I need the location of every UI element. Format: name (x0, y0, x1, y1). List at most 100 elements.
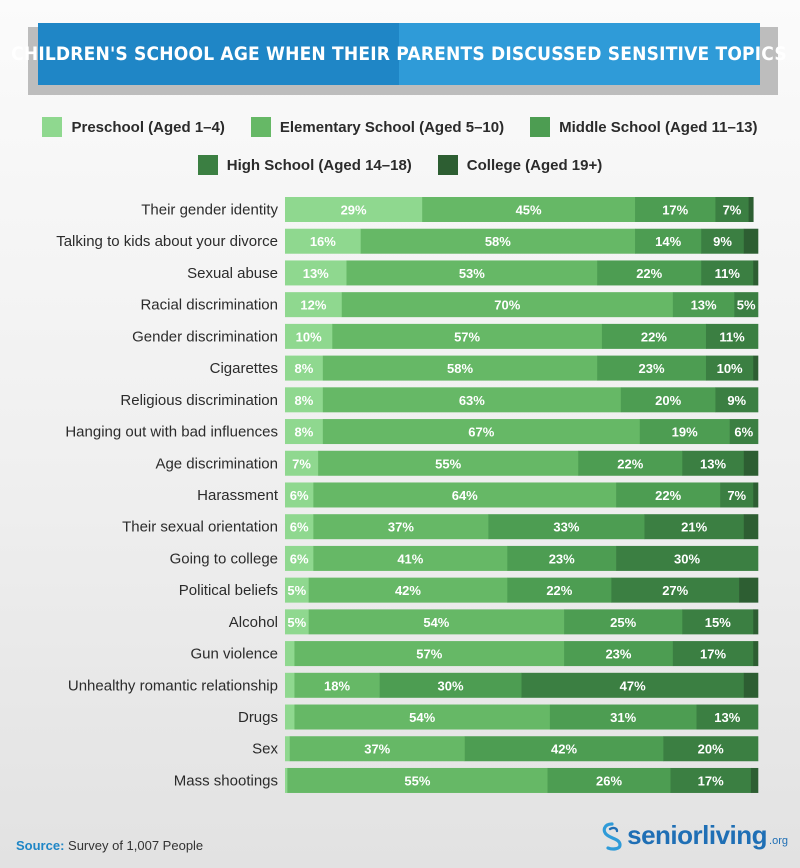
chart-title: CHILDREN'S SCHOOL AGE WHEN THEIR PARENTS… (11, 43, 787, 65)
data-label: 42% (395, 583, 421, 598)
bar-segment (294, 672, 380, 698)
bar-segment (285, 323, 333, 349)
bar-segment (308, 609, 565, 635)
data-label: 6% (734, 425, 753, 440)
bar-segment (285, 419, 324, 445)
category-label: Sexual abuse (187, 265, 278, 282)
bar-segment (285, 704, 295, 730)
bar-segment (313, 482, 617, 508)
legend-swatch (197, 155, 218, 175)
source-label: Source: (16, 838, 65, 853)
bar-segment (313, 545, 508, 571)
bar-segment (734, 292, 759, 318)
bar-segment (601, 323, 707, 349)
source-text: Survey of 1,007 People (64, 838, 204, 853)
data-label: 63% (459, 393, 485, 408)
bar-segment (743, 514, 759, 540)
category-label: Talking to kids about your divorce (56, 233, 278, 250)
bar-segment (682, 609, 754, 635)
bar-segment (294, 641, 565, 667)
bar-segment (597, 355, 707, 381)
bar-segment (379, 672, 522, 698)
legend-label: Preschool (Aged 1–4) (71, 118, 225, 136)
data-label: 64% (452, 488, 478, 503)
bar-segment (753, 641, 759, 667)
category-label: Drugs (238, 709, 278, 726)
bar-segment (578, 450, 683, 476)
data-label: 20% (655, 393, 681, 408)
bar-segment (285, 450, 319, 476)
data-label: 13% (714, 710, 740, 725)
bar-segment (701, 260, 754, 286)
bar-segment (285, 641, 295, 667)
bar-segment (639, 419, 730, 445)
bar-segment (753, 609, 759, 635)
legend-item: Middle School (Aged 11–13) (530, 117, 758, 137)
category-label: Political beliefs (179, 582, 278, 599)
bar-segment (313, 514, 489, 540)
bar-segment (715, 387, 759, 413)
data-label: 22% (546, 583, 572, 598)
legend-label: Middle School (Aged 11–13) (559, 118, 758, 136)
data-label: 8% (295, 425, 314, 440)
legend-item: College (Aged 19+) (437, 155, 602, 175)
data-label: 7% (727, 488, 746, 503)
bar-segment (332, 323, 603, 349)
legend-swatch (530, 117, 551, 137)
bar-segment (285, 545, 314, 571)
bar-segment (285, 609, 309, 635)
bar-segment (521, 672, 745, 698)
bar-segment (670, 767, 752, 793)
legend-swatch (42, 117, 63, 137)
bar-segment (682, 450, 745, 476)
legend-swatch (250, 117, 271, 137)
brand-logo: seniorliving .org (599, 820, 788, 851)
data-label: 47% (620, 678, 646, 693)
data-label: 6% (290, 551, 309, 566)
legend-item: High School (Aged 14–18) (197, 155, 412, 175)
bar-segment (285, 767, 288, 793)
legend-label: Elementary School (Aged 5–10) (279, 118, 505, 136)
bar-segment (753, 482, 759, 508)
data-label: 41% (397, 551, 423, 566)
bar-segment (294, 704, 551, 730)
data-label: 16% (310, 234, 336, 249)
data-label: 45% (516, 203, 542, 218)
bar-segment (743, 672, 759, 698)
data-label: 21% (681, 520, 707, 535)
bar-segment (705, 323, 759, 349)
data-label: 37% (388, 520, 414, 535)
bar-segment (285, 736, 291, 762)
legend-row-2: High School (Aged 14–18) College (Aged 19… (0, 155, 800, 175)
data-label: 20% (698, 742, 724, 757)
data-label: 5% (737, 298, 756, 313)
bar-segment (564, 609, 683, 635)
data-label: 14% (655, 234, 681, 249)
data-label: 17% (700, 647, 726, 662)
data-label: 26% (596, 773, 622, 788)
bar-segment (729, 419, 759, 445)
bar-segment (322, 387, 622, 413)
data-label: 6% (290, 520, 309, 535)
data-label: 17% (662, 203, 688, 218)
bar-segment (285, 260, 347, 286)
legend-swatch (437, 155, 458, 175)
bar-segment (422, 197, 636, 222)
data-label: 22% (641, 329, 667, 344)
bar-segment (644, 514, 745, 540)
bar-segment (341, 292, 674, 318)
bar-segment (285, 387, 324, 413)
category-label: Gun violence (190, 646, 278, 663)
bar-segment (620, 387, 716, 413)
legend-item: Preschool (Aged 1–4) (42, 117, 225, 137)
bar-segment (308, 577, 508, 603)
bar-segment (464, 736, 664, 762)
bar-segment (346, 260, 598, 286)
category-label: Hanging out with bad influences (65, 424, 278, 441)
bar-segment (285, 292, 343, 318)
bar-segment (289, 736, 466, 762)
data-label: 42% (551, 742, 577, 757)
legend-label: High School (Aged 14–18) (226, 156, 412, 174)
legend-item: Elementary School (Aged 5–10) (250, 117, 505, 137)
